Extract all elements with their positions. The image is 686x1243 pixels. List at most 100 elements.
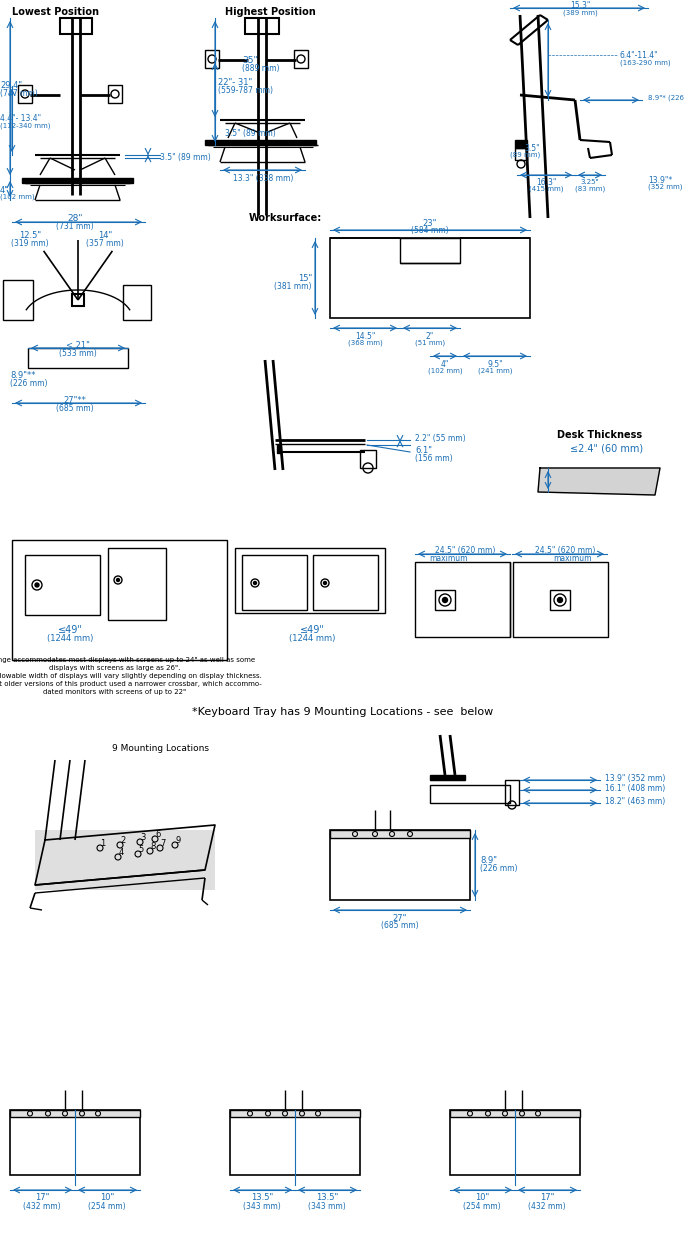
Text: 29.4": 29.4" xyxy=(0,81,22,89)
Text: *Keyboard Tray has 9 Mounting Locations - see  below: *Keyboard Tray has 9 Mounting Locations … xyxy=(192,707,494,717)
Text: 22"- 31": 22"- 31" xyxy=(218,77,252,87)
Text: (357 mm): (357 mm) xyxy=(86,239,124,247)
Bar xyxy=(330,830,470,838)
Text: displays with screens as large as 26".: displays with screens as large as 26". xyxy=(49,665,180,671)
Text: 24.5" (620 mm): 24.5" (620 mm) xyxy=(435,546,495,554)
Text: (51 mm): (51 mm) xyxy=(415,339,445,347)
Text: 14.5": 14.5" xyxy=(355,332,375,341)
Text: (89 mm): (89 mm) xyxy=(510,152,540,158)
Text: Note that older versions of this product used a narrower crossbar, which accommo: Note that older versions of this product… xyxy=(0,681,261,687)
Text: 27"**: 27"** xyxy=(64,395,86,404)
Text: 7: 7 xyxy=(161,839,166,848)
Bar xyxy=(294,50,308,68)
Text: (254 mm): (254 mm) xyxy=(88,1202,126,1211)
Bar xyxy=(430,786,510,803)
Text: Actual allowable width of displays will vary slightly depending on display thick: Actual allowable width of displays will … xyxy=(0,672,261,679)
Bar xyxy=(12,539,227,660)
Bar xyxy=(108,85,122,103)
Text: 8.9"* (226 mm): 8.9"* (226 mm) xyxy=(648,94,686,101)
Bar xyxy=(230,1110,360,1175)
Text: 4": 4" xyxy=(0,185,9,194)
Text: (163-290 mm): (163-290 mm) xyxy=(620,60,671,66)
Text: 28": 28" xyxy=(67,214,83,222)
Text: 8.9"**: 8.9"** xyxy=(10,370,36,379)
Text: (1244 mm): (1244 mm) xyxy=(47,634,93,643)
Text: This range accommodates most displays with screens up to 24" as well as some: This range accommodates most displays wi… xyxy=(0,658,256,663)
Bar xyxy=(60,17,92,34)
Text: 13.5": 13.5" xyxy=(316,1193,338,1202)
Bar xyxy=(3,280,33,319)
Bar xyxy=(235,548,385,613)
Bar xyxy=(205,50,219,68)
Text: (533 mm): (533 mm) xyxy=(59,348,97,358)
Text: Worksurface:: Worksurface: xyxy=(248,213,322,222)
Text: 4.4"- 13.4": 4.4"- 13.4" xyxy=(0,113,41,123)
Text: (226 mm): (226 mm) xyxy=(10,379,47,388)
Text: 14": 14" xyxy=(98,230,112,240)
Text: (343 mm): (343 mm) xyxy=(243,1202,281,1211)
Text: (241 mm): (241 mm) xyxy=(477,368,512,374)
Bar xyxy=(415,562,510,636)
Text: (415 mm): (415 mm) xyxy=(529,185,563,193)
Text: maximum: maximum xyxy=(429,553,467,563)
Text: 2.2" (55 mm): 2.2" (55 mm) xyxy=(415,434,466,443)
Text: (83 mm): (83 mm) xyxy=(575,185,605,193)
Bar xyxy=(400,237,460,264)
Bar xyxy=(313,556,378,610)
Text: 9.5": 9.5" xyxy=(487,359,503,368)
Bar xyxy=(550,590,570,610)
Bar xyxy=(10,1110,140,1117)
Bar xyxy=(435,590,455,610)
Circle shape xyxy=(35,583,39,587)
Text: (112-340 mm): (112-340 mm) xyxy=(0,123,51,129)
Bar xyxy=(245,17,279,34)
Text: 8: 8 xyxy=(150,842,156,850)
Text: 16.1" (408 mm): 16.1" (408 mm) xyxy=(605,783,665,793)
Bar xyxy=(505,781,519,805)
Bar xyxy=(205,140,316,145)
Text: 6.1": 6.1" xyxy=(415,445,432,455)
Text: 13.3" (338 mm): 13.3" (338 mm) xyxy=(233,174,293,183)
Bar xyxy=(515,148,527,160)
Text: 4": 4" xyxy=(441,359,449,368)
Text: (584 mm): (584 mm) xyxy=(411,225,449,235)
Text: 3.5" (89 mm): 3.5" (89 mm) xyxy=(224,128,275,138)
Text: 2: 2 xyxy=(120,835,126,844)
Text: 18.2" (463 mm): 18.2" (463 mm) xyxy=(605,797,665,805)
Text: 9 Mounting Locations: 9 Mounting Locations xyxy=(112,743,209,752)
Text: 8.9": 8.9" xyxy=(480,855,497,864)
Text: (559-787 mm): (559-787 mm) xyxy=(218,86,273,94)
Bar xyxy=(277,445,281,452)
Text: ≤49": ≤49" xyxy=(300,625,324,635)
Bar xyxy=(360,450,376,469)
Text: (1244 mm): (1244 mm) xyxy=(289,634,335,643)
Text: (389 mm): (389 mm) xyxy=(563,10,598,16)
Bar xyxy=(515,140,527,148)
Bar xyxy=(72,295,84,306)
Polygon shape xyxy=(538,469,660,495)
Text: (368 mm): (368 mm) xyxy=(348,339,382,347)
Text: (432 mm): (432 mm) xyxy=(23,1202,61,1211)
Text: (254 mm): (254 mm) xyxy=(463,1202,501,1211)
Bar xyxy=(123,285,151,319)
Text: maximum: maximum xyxy=(553,553,591,563)
Bar xyxy=(242,556,307,610)
Text: (343 mm): (343 mm) xyxy=(308,1202,346,1211)
Text: 16.3": 16.3" xyxy=(536,178,556,186)
Text: 15.3": 15.3" xyxy=(570,0,590,10)
Text: 3.25": 3.25" xyxy=(580,179,600,185)
Text: 23": 23" xyxy=(423,219,437,227)
Circle shape xyxy=(442,598,447,603)
Text: (685 mm): (685 mm) xyxy=(381,921,419,930)
Text: 10": 10" xyxy=(100,1193,114,1202)
Bar xyxy=(35,830,215,890)
Text: 2": 2" xyxy=(426,332,434,341)
Text: Desk Thickness: Desk Thickness xyxy=(558,430,643,440)
Text: Lowest Position: Lowest Position xyxy=(12,7,99,17)
Bar xyxy=(450,1110,580,1117)
Text: 10": 10" xyxy=(475,1193,489,1202)
Text: 17": 17" xyxy=(540,1193,554,1202)
Text: ≤49": ≤49" xyxy=(58,625,82,635)
Bar xyxy=(450,1110,580,1175)
Bar xyxy=(18,85,32,103)
